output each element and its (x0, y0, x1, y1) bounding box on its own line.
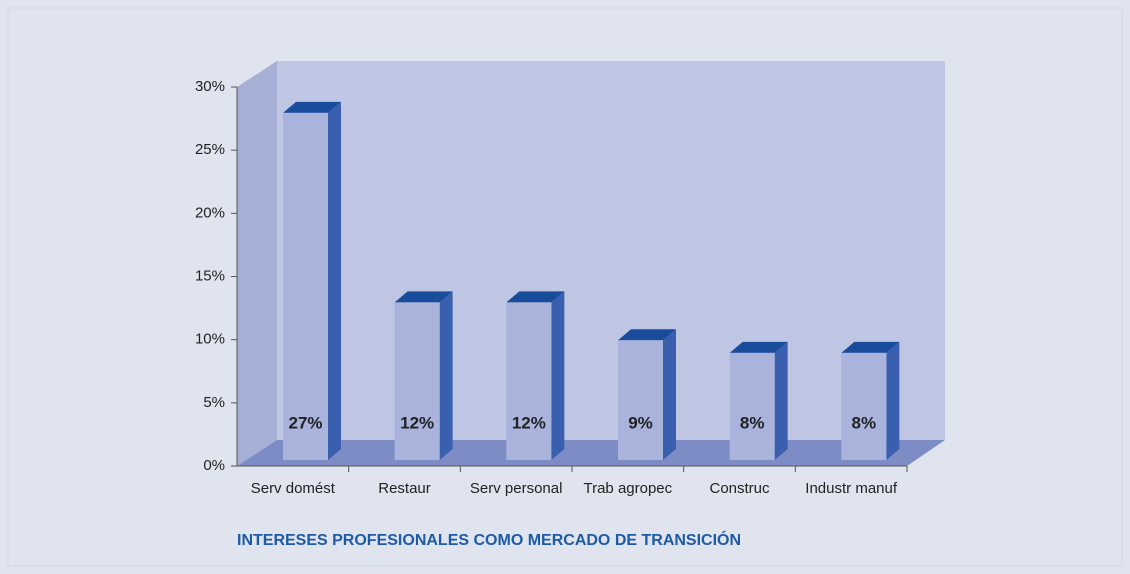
x-tick-label: Restaur (378, 480, 431, 497)
bar-front (841, 352, 887, 460)
bar-side (774, 341, 788, 460)
x-tick-label: Serv personal (470, 480, 563, 497)
x-tick-label: Serv domést (251, 480, 336, 497)
bar-top (506, 291, 565, 303)
bar-top (618, 329, 676, 341)
y-tick-label: 30% (195, 78, 225, 95)
y-tick-label: 15% (195, 267, 225, 284)
value-label: 8% (740, 413, 765, 432)
value-label: 9% (628, 413, 653, 432)
bar-top (729, 341, 788, 353)
bar-side (551, 291, 565, 460)
side-wall (237, 61, 277, 466)
bar-front (283, 112, 328, 461)
bar-front (618, 340, 663, 460)
value-label: 12% (512, 413, 546, 432)
bar-top (394, 291, 453, 303)
x-tick-label: Construc (709, 480, 770, 497)
bar (283, 101, 341, 461)
bar (394, 291, 453, 460)
y-tick-label: 0% (203, 457, 225, 474)
value-label: 8% (852, 413, 877, 432)
bar (506, 291, 565, 460)
bar-side (886, 341, 900, 460)
bar (618, 329, 676, 460)
bar-front (506, 302, 552, 460)
bar-front (394, 302, 440, 460)
y-tick-label: 5% (203, 394, 225, 411)
bar (729, 341, 788, 460)
y-tick-label: 10% (195, 331, 225, 348)
chart-title: INTERESES PROFESIONALES COMO MERCADO DE … (237, 530, 741, 549)
bar-top (841, 341, 900, 353)
back-wall (277, 61, 945, 440)
floor (237, 440, 945, 466)
bar (841, 341, 900, 460)
y-tick-label: 20% (195, 204, 225, 221)
bar-side (663, 329, 676, 460)
value-label: 12% (400, 413, 434, 432)
bar-top (283, 101, 341, 113)
bar-front (729, 352, 775, 460)
x-tick-label: Trab agropec (583, 480, 672, 497)
y-tick-label: 25% (195, 141, 225, 158)
x-tick-label: Industr manuf (805, 480, 898, 497)
bar-side (328, 101, 341, 461)
value-label: 27% (288, 413, 322, 432)
bar-side (439, 291, 453, 460)
